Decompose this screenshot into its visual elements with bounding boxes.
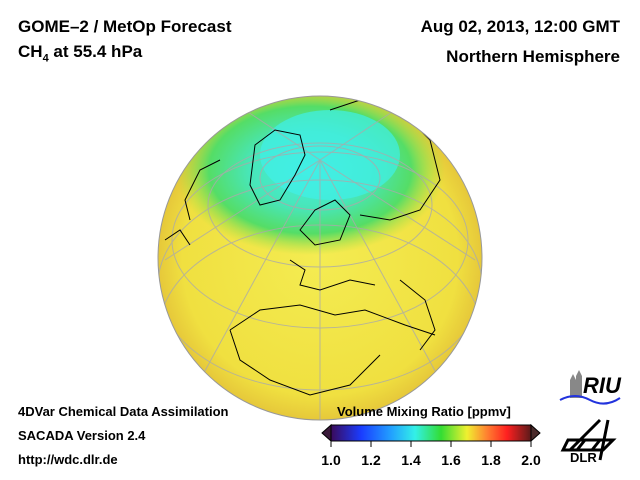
forecast-date: Aug 02, 2013, 12:00 GMT — [420, 17, 620, 36]
map-title: GOME–2 / MetOp Forecast — [18, 17, 232, 36]
riu-logo: RIU — [559, 370, 622, 405]
colorbar-tick: 1.2 — [361, 452, 381, 468]
species: CH — [18, 42, 43, 61]
colorbar-under-arrow — [321, 423, 332, 443]
colorbar — [321, 423, 541, 447]
svg-text:RIU: RIU — [583, 373, 622, 398]
colorbar-tick: 2.0 — [521, 452, 541, 468]
colorbar-tick: 1.0 — [321, 452, 341, 468]
colorbar-tick: 1.6 — [441, 452, 461, 468]
region-label: Northern Hemisphere — [446, 47, 620, 66]
pressure-level: at 55.4 hPa — [48, 42, 143, 61]
colorbar-title: Volume Mixing Ratio [ppmv] — [337, 404, 511, 419]
dlr-logo-text: DLR — [570, 450, 597, 465]
colorbar-over-arrow — [530, 423, 541, 443]
colorbar-gradient — [330, 424, 532, 442]
footer-url[interactable]: http://wdc.dlr.de — [18, 452, 118, 467]
species-level: CH4 at 55.4 hPa — [18, 42, 142, 64]
footer-version: SACADA Version 2.4 — [18, 428, 146, 443]
colorbar-tick: 1.4 — [401, 452, 421, 468]
species-subscript: 4 — [42, 52, 49, 65]
footer-method: 4DVar Chemical Data Assimilation — [18, 404, 229, 419]
colorbar-tick: 1.8 — [481, 452, 501, 468]
dlr-logo — [560, 418, 617, 461]
